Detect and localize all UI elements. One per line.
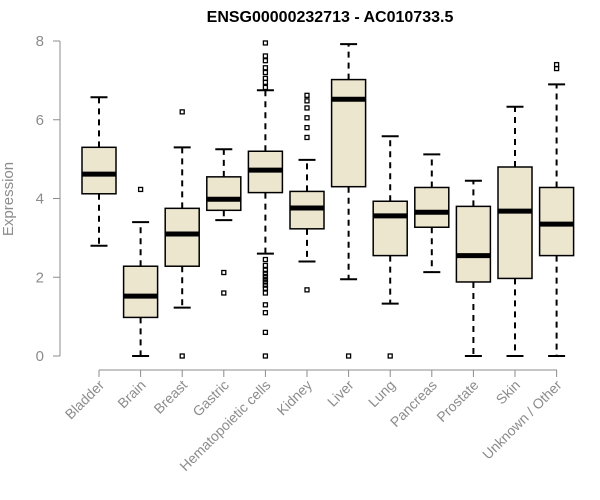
outlier-point	[221, 290, 227, 296]
x-tick-label: Bladder	[62, 377, 108, 423]
outlier-point	[262, 53, 269, 59]
outlier-point	[179, 353, 185, 359]
outlier-point	[304, 134, 310, 141]
outlier-point	[221, 269, 227, 276]
iqr-box	[372, 200, 408, 257]
iqr-box	[164, 207, 200, 267]
outlier-point	[304, 98, 310, 104]
x-tick-label: Breast	[150, 377, 190, 417]
x-tick-label: Skin	[493, 377, 524, 408]
outlier-point	[262, 84, 269, 91]
outlier-point	[262, 273, 269, 280]
box-lung	[372, 135, 408, 359]
box-bladder	[81, 96, 117, 247]
iqr-box	[330, 78, 367, 188]
outlier-point	[262, 256, 269, 263]
box-prostate	[455, 179, 492, 357]
box-liver	[330, 43, 367, 359]
outlier-point	[137, 186, 144, 193]
y-tick-label: 4	[36, 191, 44, 208]
outlier-point	[387, 353, 393, 359]
y-tick-label: 2	[36, 269, 44, 286]
iqr-box	[81, 146, 117, 195]
outlier-point	[304, 105, 310, 111]
y-tick-label: 6	[36, 112, 44, 129]
box-hematopoietic-cells	[247, 40, 284, 359]
iqr-box	[497, 166, 533, 280]
chart-title: ENSG00000232713 - AC010733.5	[207, 9, 454, 26]
x-tick-label: Kidney	[274, 377, 316, 419]
x-tick-label: Prostate	[433, 377, 481, 425]
outlier-point	[262, 270, 269, 276]
outlier-point	[262, 310, 269, 316]
y-axis-label: Expression	[0, 162, 17, 236]
iqr-box	[122, 265, 159, 319]
y-tick-label: 0	[36, 348, 44, 365]
outlier-point	[553, 65, 560, 72]
box-unknown-other	[538, 61, 575, 357]
outlier-point	[262, 79, 269, 85]
box-pancreas	[414, 153, 450, 274]
box-skin	[497, 105, 533, 357]
outlier-point	[262, 285, 269, 291]
x-tick-label: Lung	[365, 377, 398, 410]
outlier-point	[304, 92, 310, 98]
outlier-point	[262, 58, 269, 64]
outlier-point	[262, 267, 269, 273]
outlier-point	[262, 69, 269, 76]
outlier-point	[262, 302, 269, 308]
y-tick-label: 8	[36, 33, 44, 50]
box-kidney	[289, 92, 325, 293]
outlier-point	[262, 290, 269, 296]
outlier-point	[262, 353, 269, 359]
outlier-point	[304, 124, 310, 131]
box-series	[81, 40, 575, 359]
outlier-point	[262, 65, 269, 71]
x-tick-label: Liver	[324, 377, 357, 410]
outlier-point	[304, 115, 310, 121]
box-gastric	[206, 148, 242, 296]
iqr-box	[206, 176, 242, 212]
x-tick-label: Brain	[114, 377, 148, 411]
outlier-point	[262, 262, 269, 269]
iqr-box	[538, 186, 575, 257]
outlier-point	[345, 353, 352, 359]
outlier-point	[262, 329, 269, 336]
iqr-box	[414, 186, 450, 228]
outlier-point	[262, 276, 269, 282]
outlier-point	[304, 287, 310, 293]
box-brain	[122, 186, 159, 357]
outlier-point	[262, 282, 269, 288]
outlier-point	[179, 109, 185, 115]
outlier-point	[262, 279, 269, 285]
outlier-point	[262, 40, 269, 46]
y-axis-ticks: 0 2 4 6 8	[36, 33, 60, 365]
x-tick-label: Unknown / Other	[479, 377, 565, 463]
iqr-box	[455, 205, 492, 283]
box-breast	[164, 109, 200, 359]
